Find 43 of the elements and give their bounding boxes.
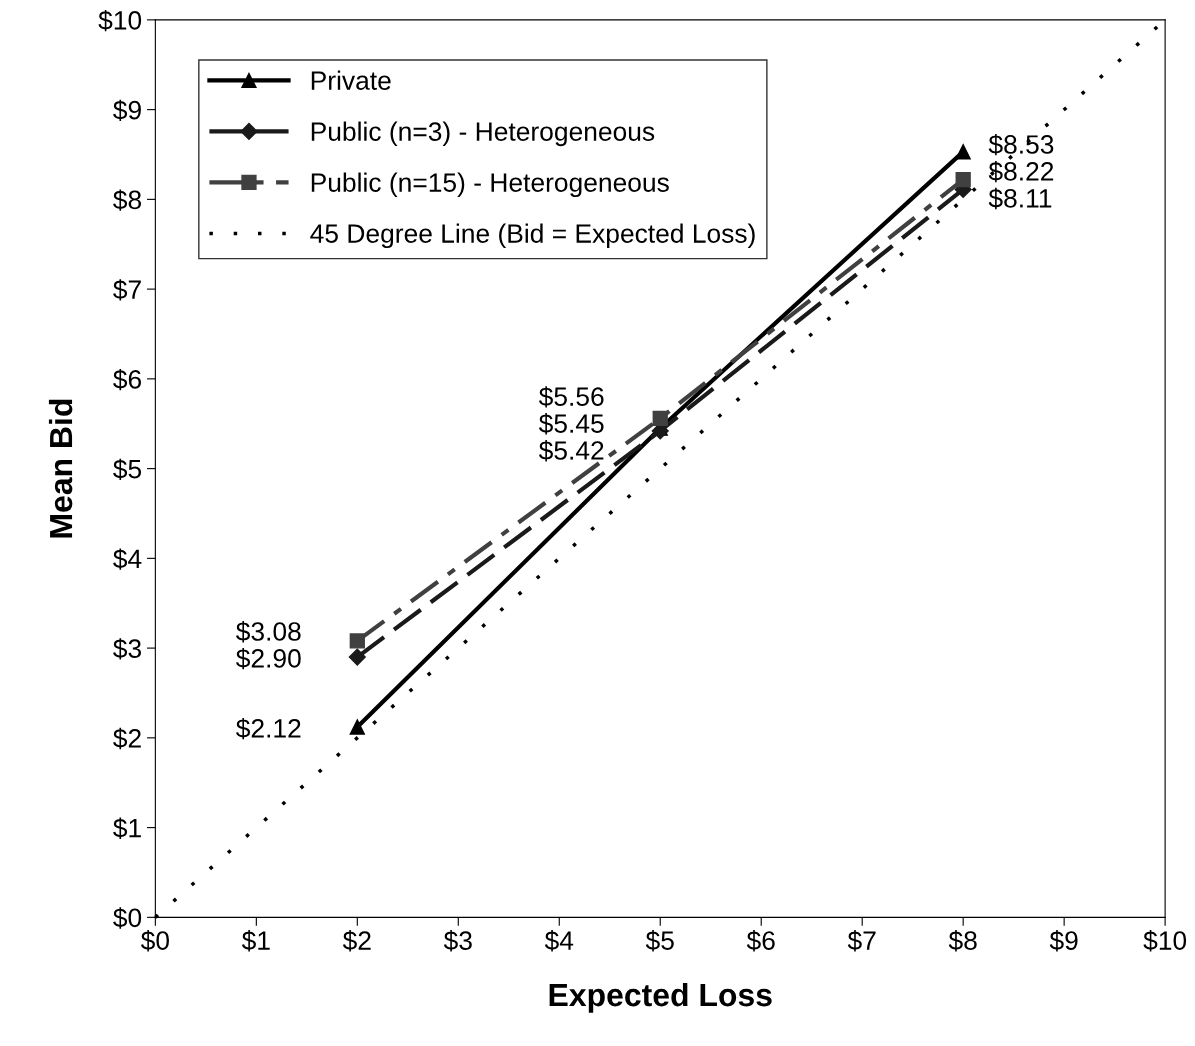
x-tick-label: $8 [948, 930, 977, 952]
y-tick-label: $2 [113, 727, 141, 750]
y-tick-label: $9 [113, 99, 141, 122]
x-tick-label: $3 [443, 930, 472, 952]
data-label: $8.11 [988, 187, 1052, 210]
y-tick-label: $4 [113, 548, 142, 570]
point [652, 410, 668, 426]
point [955, 144, 971, 160]
legend-label: Private [311, 70, 391, 90]
point [348, 648, 366, 666]
x-tick-label: $6 [746, 930, 775, 952]
data-label: $8.53 [988, 134, 1054, 156]
x-tick-label: $7 [847, 930, 876, 952]
data-label: $2.90 [236, 647, 301, 670]
x-tick-label: $9 [1049, 930, 1078, 952]
legend-label: Public (n=15) - Heterogeneous [311, 172, 669, 198]
x-tick-label: $1 [241, 930, 270, 952]
data-label: $5.45 [538, 413, 604, 435]
x-axis-title: Expected Loss [549, 982, 772, 1013]
data-label: $2.12 [236, 717, 301, 740]
point [349, 719, 365, 735]
y-tick-label: $0 [113, 907, 142, 929]
y-tick-label: $7 [113, 279, 141, 301]
y-tick-label: $1 [113, 817, 141, 839]
y-tick-label: $8 [113, 189, 142, 211]
data-label: $5.56 [538, 386, 604, 408]
y-axis-title: Mean Bid [48, 399, 73, 538]
x-tick-label: $10 [1143, 930, 1187, 952]
point [955, 171, 971, 188]
x-tick-label: $2 [342, 930, 371, 952]
x-tick-label: $0 [140, 930, 169, 952]
legend-label: Public (n=3) - Heterogeneous [311, 121, 655, 147]
data-label: $8.22 [988, 160, 1054, 183]
y-tick-label: $5 [113, 458, 142, 480]
x-tick-label: $4 [544, 930, 574, 952]
data-label: $3.08 [236, 621, 301, 643]
point [349, 633, 365, 649]
y-tick-label: $3 [113, 638, 141, 660]
y-tick-label: $10 [98, 9, 142, 32]
y-tick-label: $6 [113, 368, 141, 391]
x-tick-label: $5 [645, 930, 674, 952]
data-label: $5.42 [538, 440, 604, 462]
legend-label: 45 Degree Line (Bid = Expected Loss) [310, 223, 755, 249]
